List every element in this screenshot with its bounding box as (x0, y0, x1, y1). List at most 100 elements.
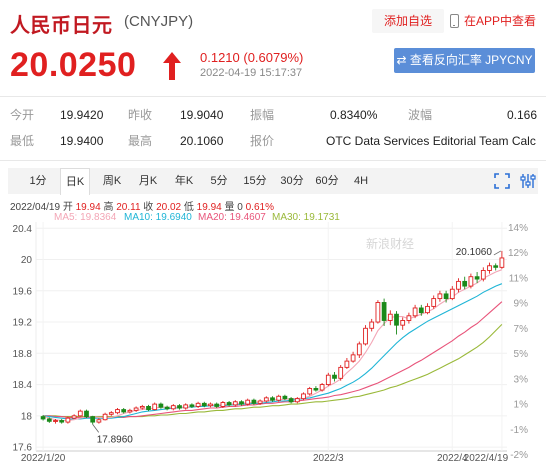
prev-close-value: 19.9040 (180, 108, 224, 122)
ma30-legend: MA30: 19.1731 (272, 212, 340, 223)
x-tick-label: 2022/3 (313, 453, 344, 464)
y-right-tick-label: -1% (510, 425, 528, 436)
open-in-app-link[interactable]: 在APP中查看 (450, 10, 536, 32)
candle (208, 402, 213, 408)
ohlc-close: 20.02 (156, 202, 182, 213)
candle-body (412, 307, 418, 317)
tab-yearly[interactable]: 年K (174, 175, 194, 187)
candle-body (313, 388, 319, 391)
candle-body (319, 384, 325, 391)
open-label: 今开 (10, 108, 35, 122)
min-label: 17.8960 (97, 434, 134, 445)
candle-body (251, 399, 257, 404)
y-tick-label: 18.4 (13, 380, 33, 391)
candle (369, 318, 375, 332)
ohlc-info: 2022/04/19 开 19.94 高 20.11 收 20.02 低 19.… (10, 198, 274, 213)
candle (301, 392, 306, 401)
quote-time: 2022-04-19 15:17:37 (200, 67, 303, 79)
y-tick-label: 19.2 (13, 318, 33, 329)
candle-body (96, 419, 102, 423)
divider (0, 160, 546, 161)
candle-body (468, 276, 474, 287)
tab-60min[interactable]: 60分 (315, 175, 339, 187)
ohlc-high: 20.11 (116, 202, 141, 213)
candle (121, 408, 127, 414)
candle-body (201, 402, 207, 407)
add-watchlist-button[interactable]: 添加自选 (372, 9, 444, 33)
candle-body (307, 388, 313, 395)
tab-5min[interactable]: 5分 (210, 175, 228, 187)
y-right-tick-label: 5% (514, 349, 529, 360)
y-tick-label: 20 (21, 255, 33, 266)
settings-icon[interactable] (520, 173, 536, 189)
candle (294, 397, 300, 404)
candle (462, 276, 468, 290)
ohlc-volume-label: 量 (224, 202, 235, 213)
candle (115, 408, 120, 415)
tab-weekly[interactable]: 周K (102, 175, 122, 187)
tab-monthly[interactable]: 月K (138, 175, 158, 187)
tab-4h[interactable]: 4H (353, 175, 369, 187)
low-value: 19.9400 (60, 134, 104, 148)
candle (90, 415, 96, 425)
candle (77, 409, 83, 417)
tab-1min[interactable]: 1分 (29, 175, 47, 187)
candle (226, 400, 232, 407)
candlestick-chart[interactable]: 17.6 18 18.4 18.8 19.2 19.6 20 20.4 14% 12% 11% 9%… (0, 218, 546, 475)
candle (59, 418, 65, 424)
candle (338, 365, 344, 381)
ohlc-high-label: 高 (103, 202, 114, 213)
fullscreen-icon[interactable] (494, 173, 510, 189)
ma10-legend: MA10: 19.6940 (124, 212, 192, 223)
candle (183, 403, 189, 410)
candle-body (133, 407, 139, 411)
candle-body (139, 406, 145, 409)
tab-15min[interactable]: 15分 (243, 175, 267, 187)
y-right-tick-label: 12% (508, 248, 528, 259)
candle (201, 401, 207, 408)
candle (363, 325, 368, 346)
candle (245, 398, 251, 406)
candle-body (400, 320, 406, 326)
prev-close-label: 昨收 (128, 108, 153, 122)
max-label: 20.1060 (456, 247, 493, 258)
quote-source-value: OTC Data Services Editorial Team Calc... (326, 134, 536, 148)
candle (139, 404, 145, 410)
y-right-tick-label: 9% (514, 299, 529, 310)
candle-body (257, 400, 263, 404)
tab-daily[interactable]: 日K (60, 168, 90, 195)
y-right-tick-label: -2% (510, 450, 528, 461)
candle (356, 341, 362, 358)
candle (493, 263, 499, 271)
candle-body (40, 416, 46, 420)
ohlc-date: 2022/04/19 (10, 202, 61, 213)
candle-body (239, 401, 244, 405)
candle-body (195, 402, 201, 407)
candle (282, 394, 288, 401)
candle (158, 402, 164, 409)
candle (325, 372, 331, 387)
candle-body (443, 293, 449, 300)
candle (332, 372, 337, 382)
candle-body (456, 280, 461, 290)
candle-body (437, 293, 443, 300)
candle-body (170, 405, 176, 410)
candle-body (282, 395, 288, 400)
candle-body (214, 403, 220, 407)
candle (449, 286, 455, 301)
candle-body (406, 315, 412, 321)
ma10-line (43, 283, 503, 420)
candle-body (183, 404, 189, 409)
reverse-rate-button[interactable]: ⇄ 查看反向汇率 JPYCNY (394, 48, 535, 73)
candle (394, 311, 399, 335)
candle (350, 351, 356, 363)
candle (381, 298, 387, 326)
y-right-tick-label: 1% (514, 400, 529, 411)
candle (251, 398, 257, 405)
candle-body (102, 413, 108, 421)
candle (127, 408, 133, 414)
stats-row: 最低 19.9400 最高 20.1060 报价 OTC Data Servic… (0, 129, 546, 153)
y-right-tick-label: 7% (514, 324, 529, 335)
tab-30min[interactable]: 30分 (280, 175, 304, 187)
candle-body (90, 416, 96, 423)
